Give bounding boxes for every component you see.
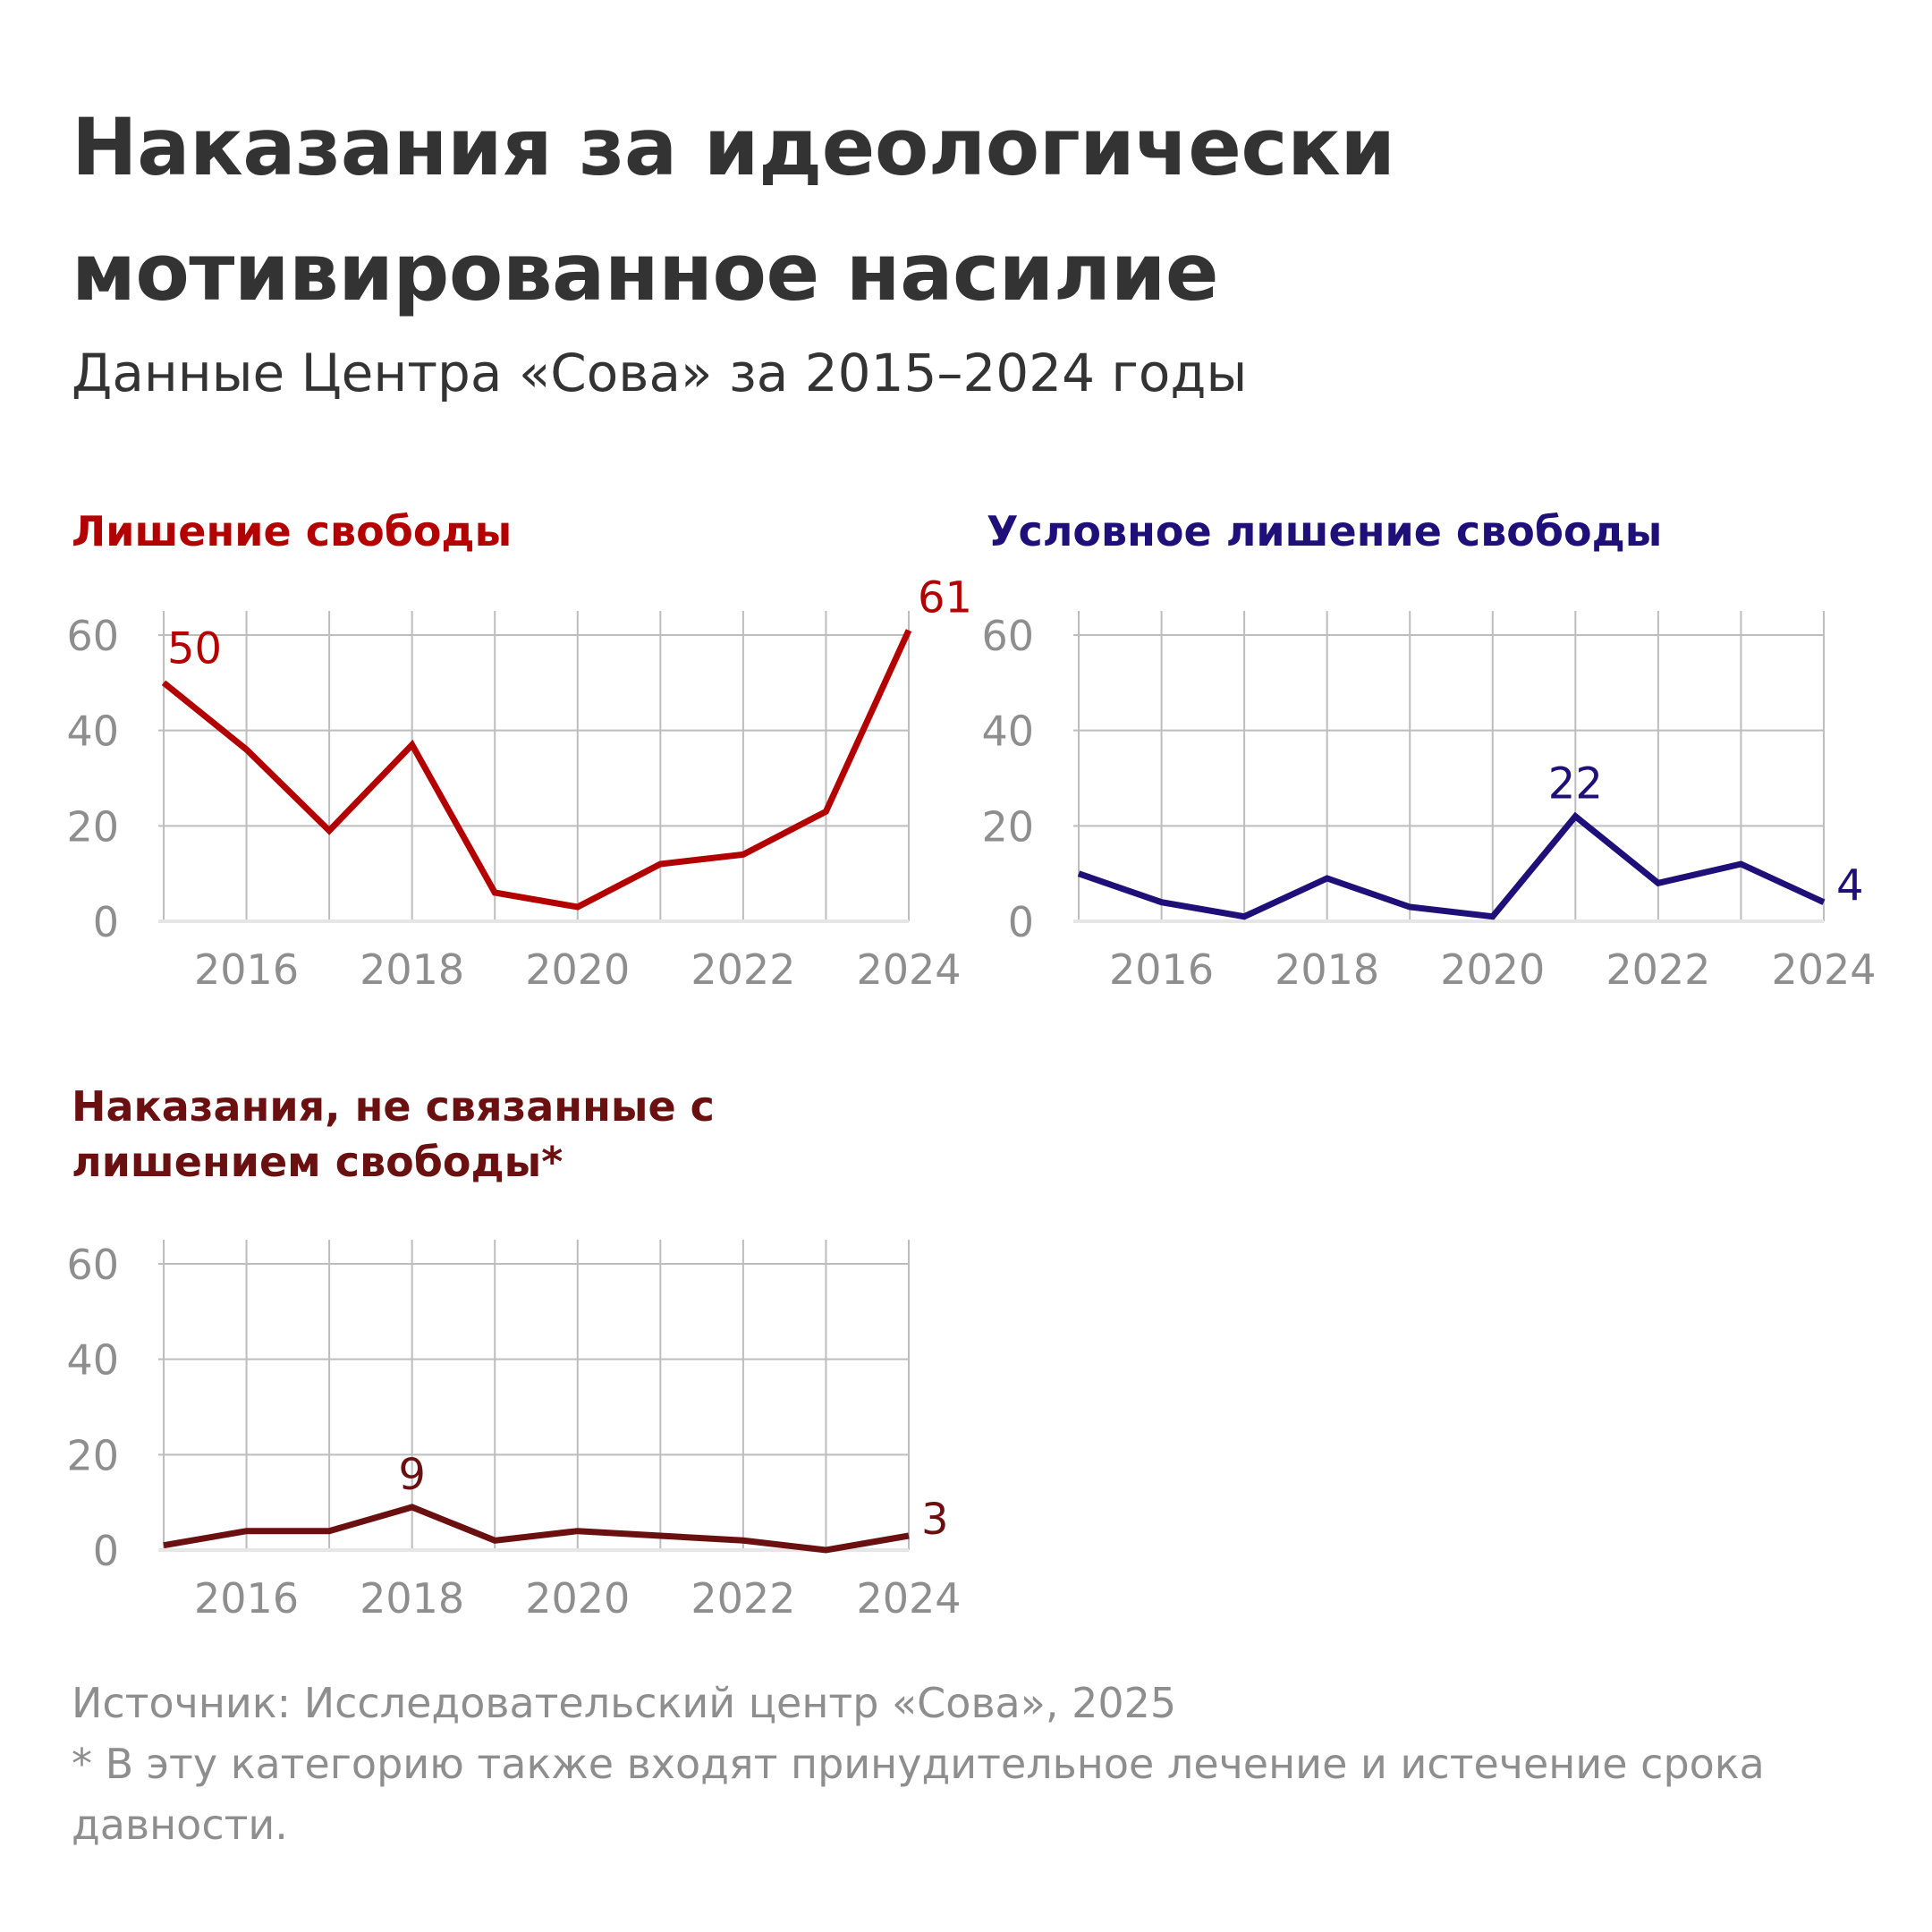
footnote: * В эту категорию также входят принудите… xyxy=(72,1740,1765,1849)
series-line-imprisonment xyxy=(161,629,912,911)
chart-title-non-custodial: Наказания, не связанные с лишением свобо… xyxy=(72,1082,715,1186)
x-tick-label: 2020 xyxy=(525,945,630,994)
data-label: 61 xyxy=(918,573,972,623)
source-note: Источник: Исследовательский центр «Сова»… xyxy=(72,1679,1177,1727)
y-tick-label: 40 xyxy=(66,708,119,756)
x-tick-label: 2022 xyxy=(691,945,795,994)
page-subtitle: Данные Центра «Сова» за 2015–2024 годы xyxy=(72,343,1248,403)
page-title: Наказания за идеологически мотивированно… xyxy=(72,101,1395,318)
y-tick-label: 0 xyxy=(93,898,119,946)
x-tick-label: 2016 xyxy=(194,945,299,994)
y-tick-label: 20 xyxy=(66,802,119,851)
chart-title-imprisonment: Лишение свободы xyxy=(72,507,513,555)
data-label: 50 xyxy=(167,623,222,674)
chart-title-suspended: Условное лишение свободы xyxy=(987,507,1663,555)
x-tick-label: 2024 xyxy=(856,945,961,994)
x-tick-label: 2018 xyxy=(360,945,464,994)
footer: Источник: Исследовательский центр «Сова»… xyxy=(72,1673,1860,1855)
y-tick-label: 60 xyxy=(66,612,119,660)
